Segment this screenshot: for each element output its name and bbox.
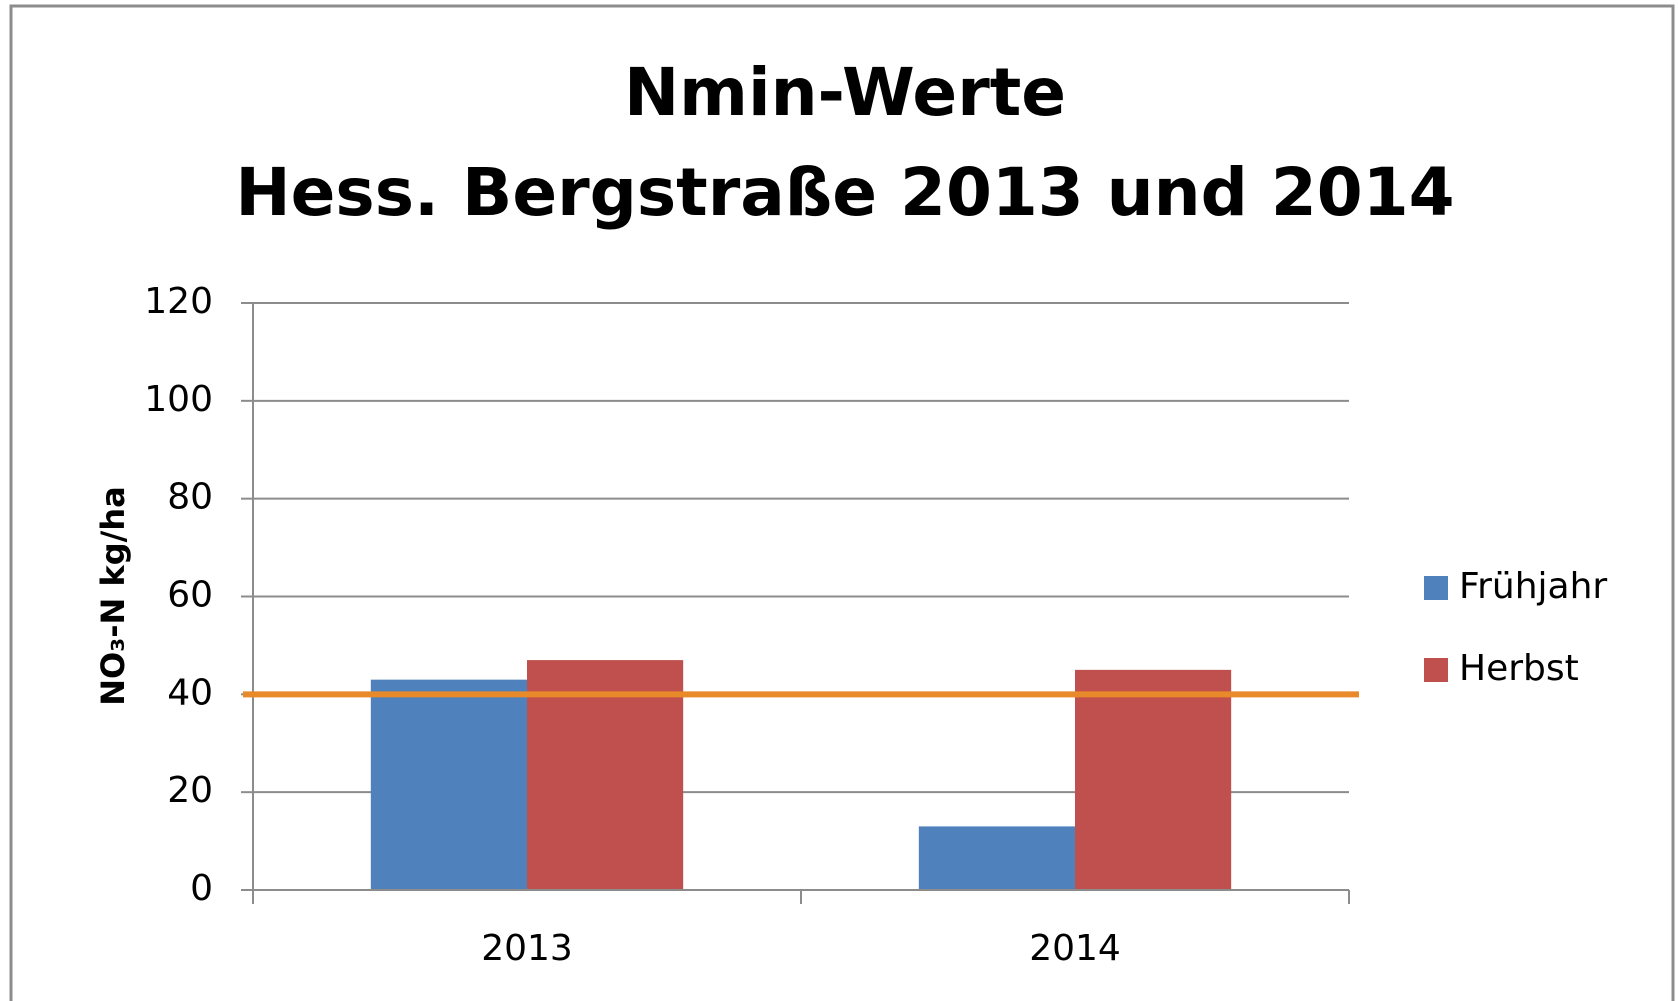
y-axis-label: NO₃-N kg/ha [94, 486, 132, 705]
y-tick-label: 0 [190, 868, 213, 909]
x-tick-label: 2014 [1029, 928, 1121, 969]
bar [1075, 669, 1232, 890]
bar [527, 660, 684, 890]
legend-label: Herbst [1459, 648, 1579, 689]
bar [918, 826, 1075, 890]
chart-frame [9, 4, 1675, 1001]
legend-label: Frühjahr [1459, 566, 1607, 607]
legend-swatch [1424, 576, 1448, 600]
y-tick-label: 80 [167, 477, 213, 518]
y-tick-label: 60 [167, 575, 213, 616]
bar [370, 679, 527, 890]
y-tick-label: 20 [167, 770, 213, 811]
y-tick-label: 100 [144, 379, 213, 420]
y-tick-label: 40 [167, 672, 213, 713]
legend-swatch [1424, 658, 1448, 682]
chart-title: Hess. Bergstraße 2013 und 2014 [235, 154, 1454, 231]
y-tick-label: 120 [144, 281, 213, 322]
x-tick-label: 2013 [481, 928, 573, 969]
chart-title: Nmin-Werte [624, 54, 1066, 131]
